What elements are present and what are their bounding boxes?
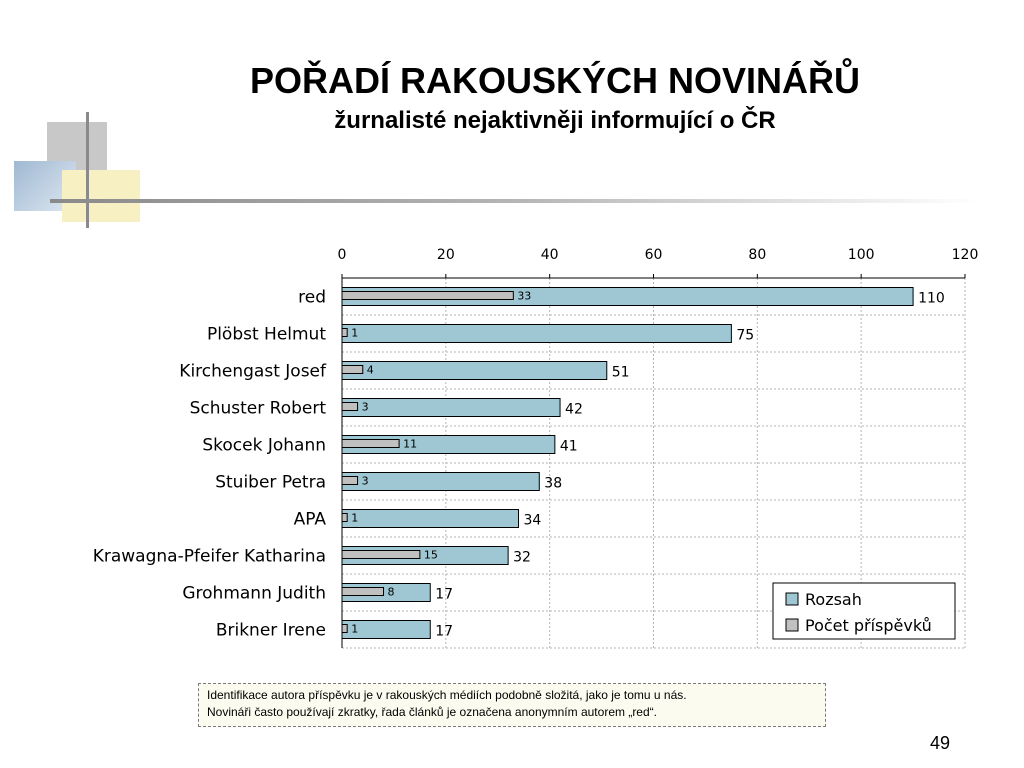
data-label-rozsah: 34 xyxy=(524,513,542,529)
slide-title: POŘADÍ RAKOUSKÝCH NOVINÁŘŮ xyxy=(249,60,861,101)
category-label: Brikner Irene xyxy=(216,621,326,641)
bar-rozsah xyxy=(341,398,561,417)
legend-box xyxy=(772,582,956,640)
x-tick-label: 60 xyxy=(645,247,663,263)
bar-rozsah xyxy=(341,324,732,343)
x-tick-label: 0 xyxy=(338,247,347,263)
legend-swatch-pocet xyxy=(785,618,799,632)
bar-pocet xyxy=(341,439,400,448)
legend-label-pocet: Počet příspěvků xyxy=(805,616,932,635)
bar-pocet xyxy=(341,476,359,485)
note-line-2: Novináři často používají zkratky, řada č… xyxy=(207,705,657,719)
bar-pocet xyxy=(341,402,359,411)
data-label-rozsah: 51 xyxy=(612,365,630,381)
decor-vertical-line xyxy=(86,112,89,228)
category-label: Grohmann Judith xyxy=(182,584,326,604)
data-label-rozsah: 41 xyxy=(560,439,578,455)
category-label: Krawagna-Pfeifer Katharina xyxy=(93,547,326,567)
x-tick-label: 120 xyxy=(952,247,979,263)
data-label-pocet: 3 xyxy=(362,401,369,414)
bar-pocet xyxy=(341,624,348,633)
data-label-pocet: 1 xyxy=(351,327,358,340)
data-label-rozsah: 42 xyxy=(565,402,583,418)
data-label-rozsah: 32 xyxy=(513,550,531,566)
data-label-pocet: 15 xyxy=(424,549,438,562)
category-label: APA xyxy=(294,510,327,530)
bar-pocet xyxy=(341,550,421,559)
bar-rozsah xyxy=(341,361,608,380)
bar-rozsah xyxy=(341,472,540,491)
bar-rozsah xyxy=(341,509,520,528)
category-label: Schuster Robert xyxy=(190,399,327,419)
category-label: Stuiber Petra xyxy=(215,473,326,493)
x-tick-label: 80 xyxy=(748,247,766,263)
note-box: Identifikace autora příspěvku je v rakou… xyxy=(198,683,826,727)
data-label-pocet: 3 xyxy=(362,475,369,488)
x-tick-label: 20 xyxy=(437,247,455,263)
data-label-rozsah: 110 xyxy=(918,291,945,307)
bar-pocet xyxy=(341,328,348,337)
category-label: Plöbst Helmut xyxy=(207,325,326,345)
x-tick-label: 40 xyxy=(541,247,559,263)
page-number: 49 xyxy=(930,733,951,753)
data-label-rozsah: 17 xyxy=(435,587,453,603)
legend-label-rozsah: Rozsah xyxy=(805,590,862,609)
note-line-1: Identifikace autora příspěvku je v rakou… xyxy=(207,688,687,702)
legend-swatch-rozsah xyxy=(785,592,799,606)
data-label-pocet: 4 xyxy=(367,364,374,377)
data-label-pocet: 1 xyxy=(351,623,358,636)
data-label-rozsah: 17 xyxy=(435,624,453,640)
data-label-pocet: 33 xyxy=(517,290,531,303)
data-label-pocet: 8 xyxy=(388,586,395,599)
x-tick-label: 100 xyxy=(848,247,875,263)
decor-horizontal-line xyxy=(50,199,980,203)
category-label: Kirchengast Josef xyxy=(179,362,327,382)
data-label-pocet: 1 xyxy=(351,512,358,525)
data-label-rozsah: 38 xyxy=(544,476,562,492)
bar-pocet xyxy=(341,587,385,596)
decor-yellow-square xyxy=(62,170,140,222)
slide-subtitle: žurnalisté nejaktivněji informující o ČR xyxy=(334,107,776,134)
data-label-pocet: 11 xyxy=(403,438,417,451)
bar-pocet xyxy=(341,365,364,374)
category-label: Skocek Johann xyxy=(202,436,326,456)
data-label-rozsah: 75 xyxy=(736,328,754,344)
bar-pocet xyxy=(341,291,514,300)
bar-pocet xyxy=(341,513,348,522)
category-label: red xyxy=(298,288,326,308)
